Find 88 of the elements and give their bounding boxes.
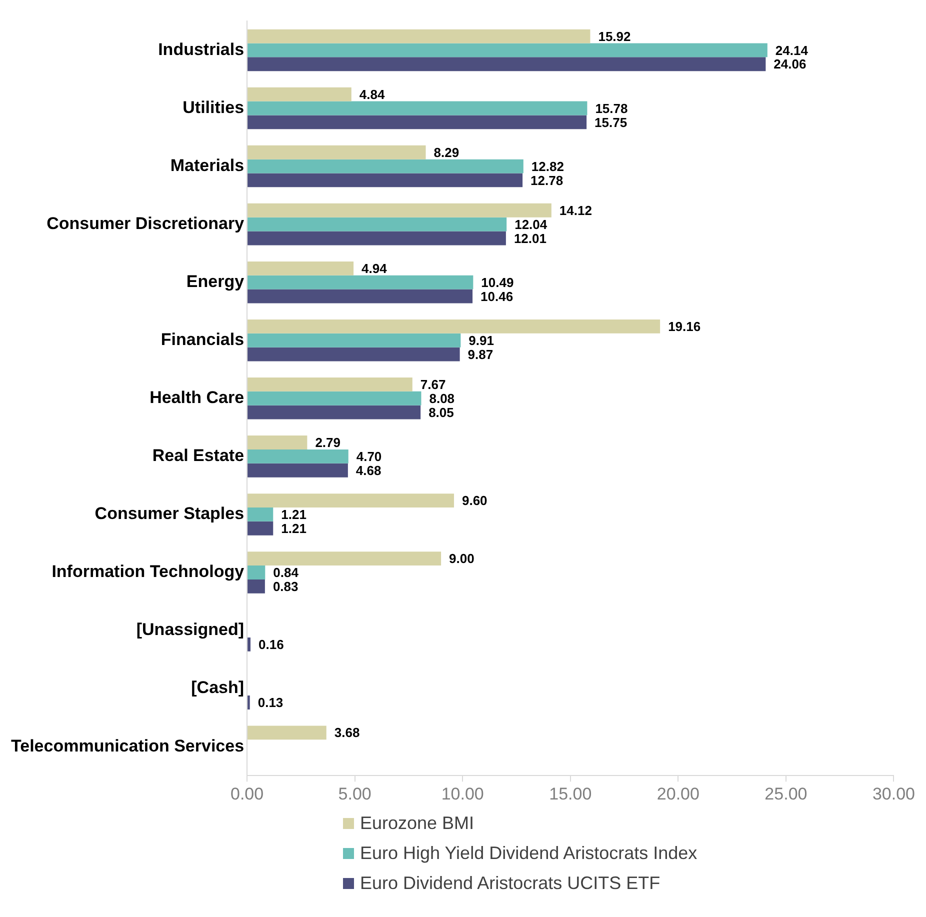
bar <box>248 203 552 218</box>
y-tick-label: Consumer Discretionary <box>46 214 245 233</box>
bar <box>248 115 587 130</box>
bar <box>248 566 266 580</box>
data-label: 4.68 <box>356 462 382 478</box>
y-tick-label: [Cash] <box>191 678 244 698</box>
y-tick-label: Information Technology <box>52 562 245 582</box>
data-label: 12.01 <box>514 230 546 246</box>
legend-label: Euro Dividend Aristocrats UCITS ETF <box>360 872 660 894</box>
bar <box>248 333 461 348</box>
data-label: 0.16 <box>258 637 284 652</box>
data-label: 9.91 <box>468 332 494 348</box>
data-label: 19.16 <box>668 319 701 334</box>
bar <box>248 726 326 740</box>
x-tick-label: 20.00 <box>656 784 700 804</box>
bar <box>248 217 507 232</box>
bar <box>248 101 588 116</box>
y-tick-label: Utilities <box>182 98 244 117</box>
y-tick-label: Financials <box>160 330 244 350</box>
bar <box>248 378 412 392</box>
bar <box>248 173 523 188</box>
bar <box>248 463 348 478</box>
data-label: 0.83 <box>272 579 298 594</box>
bar <box>248 319 660 334</box>
y-tick-label: Real Estate <box>152 446 244 466</box>
data-label: 8.29 <box>434 144 460 160</box>
data-label: 2.79 <box>315 435 341 450</box>
data-label: 15.75 <box>594 114 628 130</box>
bar <box>248 231 506 246</box>
bar <box>248 391 422 406</box>
x-tick-label: 25.00 <box>764 784 808 804</box>
data-label: 24.14 <box>775 42 809 58</box>
bar <box>248 579 265 594</box>
bar <box>248 145 426 160</box>
data-label: 9.00 <box>449 551 474 566</box>
data-label: 15.78 <box>595 100 628 116</box>
bar <box>248 87 352 102</box>
data-label: 4.94 <box>362 260 388 276</box>
legend-label: Euro High Yield Dividend Aristocrats Index <box>360 842 698 864</box>
data-label: 4.70 <box>356 449 382 464</box>
data-label: 8.05 <box>428 404 454 420</box>
data-label: 0.84 <box>273 565 300 580</box>
bar <box>248 347 460 362</box>
bar <box>248 449 348 464</box>
bar <box>248 43 768 58</box>
y-tick-label: Industrials <box>158 40 244 59</box>
data-label: 12.82 <box>531 158 564 174</box>
bar <box>248 521 274 536</box>
bar <box>248 159 524 174</box>
x-tick-label: 10.00 <box>441 784 484 804</box>
y-tick-label: Telecommunication Services <box>10 736 244 756</box>
data-label: 4.84 <box>359 86 386 102</box>
x-tick-label: 15.00 <box>549 784 592 804</box>
bar <box>248 289 473 304</box>
data-label: 1.21 <box>281 507 306 522</box>
bar <box>248 57 766 72</box>
bar <box>248 552 442 566</box>
data-label: 8.08 <box>429 390 455 406</box>
y-tick-label: Health Care <box>150 388 244 408</box>
legend-label: Eurozone BMI <box>360 812 474 834</box>
data-label: 1.21 <box>281 520 306 536</box>
data-label: 0.13 <box>258 695 284 710</box>
data-label: 10.46 <box>480 288 514 304</box>
data-label: 3.68 <box>334 725 360 740</box>
y-tick-label: [Unassigned] <box>136 620 244 640</box>
bar <box>248 494 454 508</box>
y-tick-label: Materials <box>170 156 244 175</box>
x-tick-label: 5.00 <box>338 784 372 804</box>
data-label: 14.12 <box>559 202 592 218</box>
bar <box>248 29 590 44</box>
bar <box>248 405 421 420</box>
data-label: 9.60 <box>462 493 488 508</box>
data-label: 7.67 <box>420 377 446 392</box>
data-label: 12.78 <box>530 172 564 188</box>
data-label: 9.87 <box>468 346 494 362</box>
x-tick-label: 30.00 <box>872 784 916 804</box>
bar <box>248 261 354 276</box>
y-tick-label: Energy <box>186 272 245 292</box>
data-label: 12.04 <box>514 216 548 232</box>
bar <box>248 508 274 522</box>
bar <box>248 637 250 652</box>
y-tick-label: Consumer Staples <box>94 504 244 524</box>
data-label: 24.06 <box>774 56 806 72</box>
data-label: 15.92 <box>598 28 631 44</box>
data-label: 10.49 <box>481 274 514 290</box>
bar <box>248 436 308 450</box>
x-tick-label: 0.00 <box>230 784 264 804</box>
bar <box>248 275 474 290</box>
